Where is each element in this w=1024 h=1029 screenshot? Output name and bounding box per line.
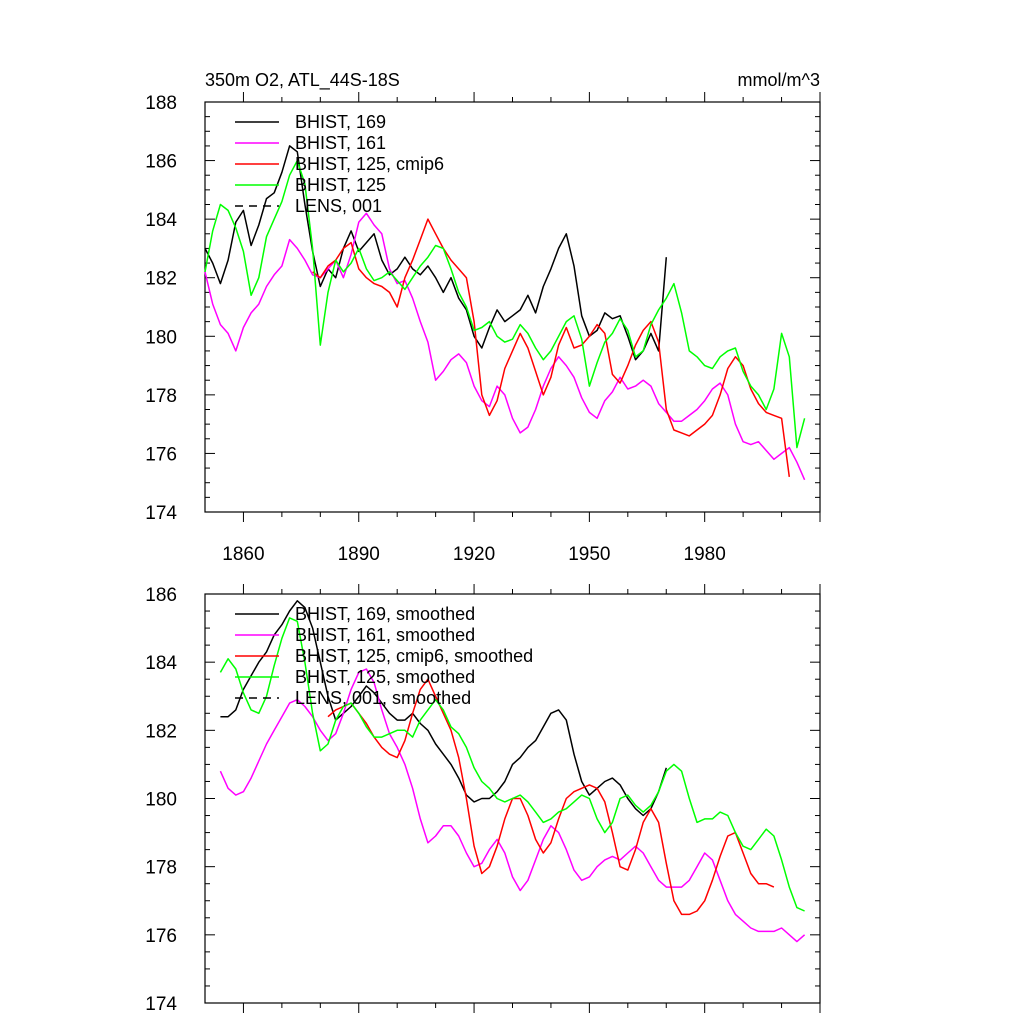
x-tick-label: 1980	[684, 544, 726, 565]
panel-top-units: mmol/m^3	[738, 70, 820, 90]
y-tick-label: 178	[145, 858, 177, 879]
x-tick-label: 1860	[222, 544, 264, 565]
legend-label-3: BHIST, 125, cmip6, smoothed	[295, 646, 533, 666]
panel-bottom: 174 176 178 180 182 184 186 BHIST, 169, smoothe…	[145, 584, 821, 1015]
legend-label-5: LENS, 001, smoothed	[295, 688, 471, 708]
legend-label-3: BHIST, 125, cmip6	[295, 154, 444, 174]
legend-label-1: BHIST, 169	[295, 112, 386, 132]
y-tick-label: 184	[145, 210, 177, 231]
x-tick-label: 1890	[338, 544, 380, 565]
panel-top-title: 350m O2, ATL_44S-18S	[205, 70, 400, 91]
series-line-4	[219, 617, 805, 912]
y-tick-label: 186	[145, 152, 177, 173]
y-tick-label: 182	[145, 269, 177, 290]
y-tick-label: 180	[145, 327, 177, 348]
series-line-4	[204, 159, 806, 449]
legend-label-4: BHIST, 125, smoothed	[295, 667, 475, 687]
series-line-2	[204, 212, 806, 481]
y-tick-label: 174	[145, 503, 177, 524]
y-tick-label: 186	[145, 585, 177, 606]
y-tick-label: 184	[145, 653, 177, 674]
panel-top: 350m O2, ATL_44S-18S mmol/m^3 174 176 178 1…	[145, 70, 821, 565]
y-tick-label: 182	[145, 721, 177, 742]
legend-label-2: BHIST, 161, smoothed	[295, 625, 475, 645]
y-tick-label: 188	[145, 93, 177, 114]
series-line-1	[220, 600, 668, 817]
x-tick-label: 1950	[568, 544, 610, 565]
series-line-3	[312, 218, 791, 477]
y-tick-label: 176	[145, 444, 177, 465]
legend-label-4: BHIST, 125	[295, 175, 386, 195]
y-tick-label: 174	[145, 994, 177, 1015]
y-tick-label: 178	[145, 386, 177, 407]
legend-label-5: LENS, 001	[295, 196, 382, 216]
series-line-3	[327, 678, 775, 916]
series-line-2	[219, 668, 806, 943]
legend-label-2: BHIST, 161	[295, 133, 386, 153]
y-tick-label: 176	[145, 926, 177, 947]
legend-label-1: BHIST, 169, smoothed	[295, 604, 475, 624]
series-line-1	[204, 145, 668, 361]
y-tick-label: 180	[145, 790, 177, 811]
x-tick-label: 1920	[453, 544, 495, 565]
